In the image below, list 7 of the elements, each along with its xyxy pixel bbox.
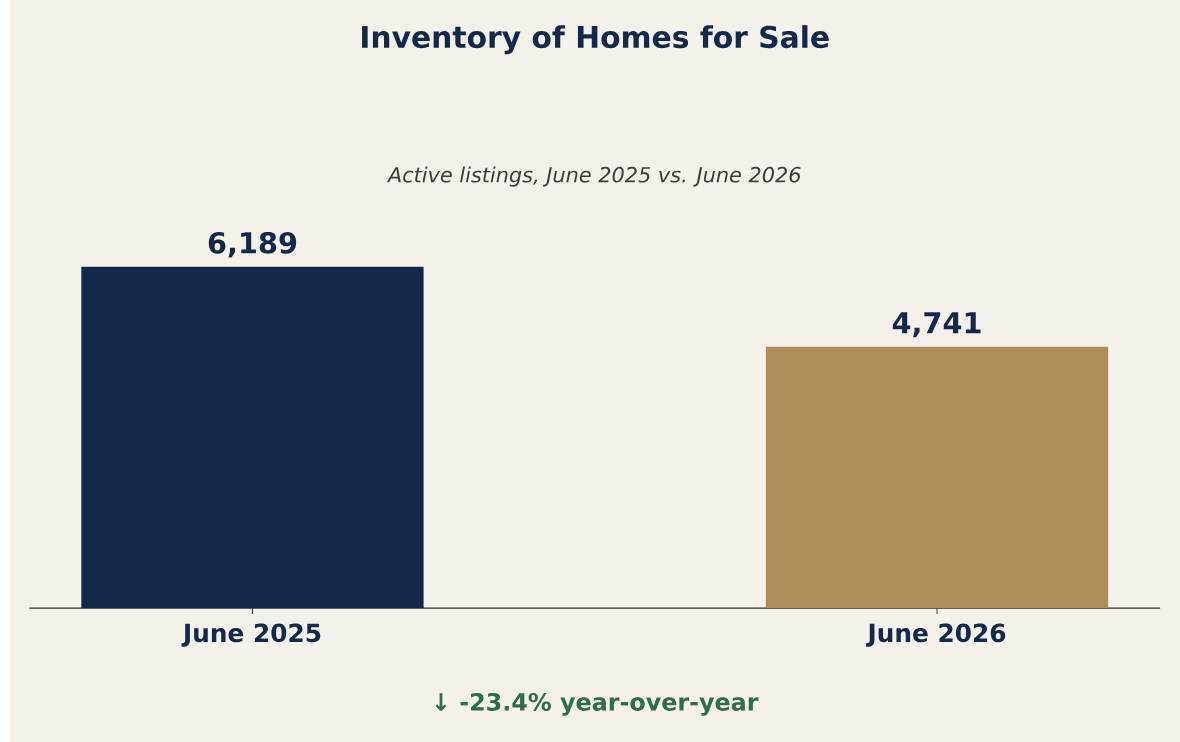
x-tick-label: June 2025	[181, 623, 321, 647]
chart-title: Inventory of Homes for Sale	[362, 25, 829, 55]
x-tick-label: June 2026	[866, 623, 1006, 647]
chart-subtitle: Active listings, June 2025 vs. June 2026	[386, 166, 801, 187]
text: ↓ -23.4% year-over-year	[435, 692, 759, 716]
data-label: 4,741	[892, 312, 981, 338]
data-label: 6,189	[208, 231, 297, 258]
